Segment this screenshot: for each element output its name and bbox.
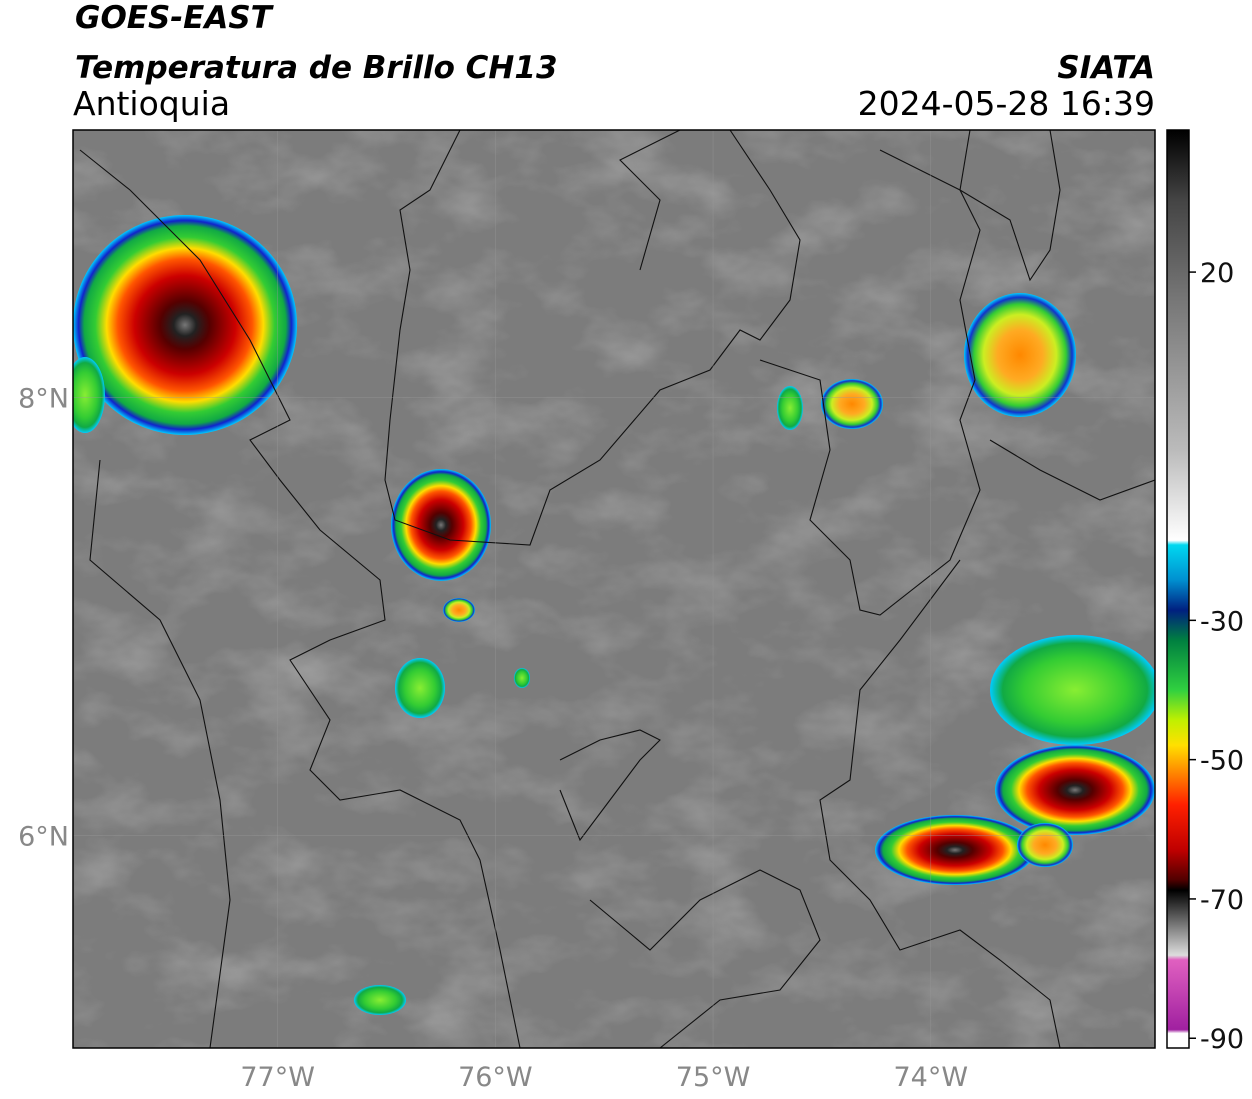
storm bbox=[1017, 823, 1073, 867]
storms bbox=[73, 215, 1155, 1015]
storm bbox=[514, 668, 530, 688]
region: Antioquia bbox=[73, 84, 230, 123]
storm bbox=[875, 815, 1035, 885]
lon-tick-label: 77°W bbox=[240, 1062, 315, 1093]
lon-tick-label: 74°W bbox=[893, 1062, 968, 1093]
border bbox=[79, 149, 521, 1048]
borders bbox=[79, 130, 1155, 1048]
product: Temperatura de Brillo CH13 bbox=[75, 50, 558, 86]
grid bbox=[73, 130, 1155, 1048]
storm bbox=[995, 745, 1155, 835]
lat-tick-label: 8°N bbox=[18, 383, 69, 414]
lon-tick-label: 76°W bbox=[458, 1062, 533, 1093]
storm bbox=[777, 386, 803, 430]
map-frame bbox=[72, 129, 1156, 1049]
colorbar-tick-label: -50 bbox=[1200, 746, 1244, 777]
storm bbox=[391, 469, 491, 581]
storm bbox=[990, 635, 1155, 745]
colorbar-tick-label: -70 bbox=[1200, 885, 1244, 916]
storm bbox=[73, 215, 297, 435]
lat-tick-label: 6°N bbox=[18, 821, 69, 852]
colorbar-tick-label: 20 bbox=[1200, 258, 1234, 289]
lon-tick-label: 75°W bbox=[676, 1062, 751, 1093]
border bbox=[819, 559, 1061, 1048]
border bbox=[589, 869, 821, 1048]
colorbar-tick-label: -30 bbox=[1200, 606, 1244, 637]
storm bbox=[443, 598, 475, 622]
map bbox=[73, 130, 1155, 1048]
storm bbox=[354, 985, 406, 1015]
storm bbox=[73, 357, 105, 433]
border bbox=[89, 459, 231, 1048]
storm bbox=[821, 379, 883, 429]
storm bbox=[395, 658, 445, 718]
border bbox=[879, 130, 1061, 282]
source: SIATA bbox=[1057, 50, 1155, 86]
satellite: GOES-EAST bbox=[75, 0, 275, 36]
storm bbox=[964, 293, 1076, 417]
border bbox=[989, 439, 1155, 501]
border bbox=[619, 130, 681, 271]
colorbar bbox=[1166, 129, 1190, 1049]
border bbox=[759, 130, 981, 616]
border bbox=[384, 130, 801, 546]
datetime: 2024-05-28 16:39 bbox=[858, 84, 1155, 123]
border bbox=[559, 729, 661, 842]
colorbar-tick-label: -90 bbox=[1200, 1024, 1244, 1055]
